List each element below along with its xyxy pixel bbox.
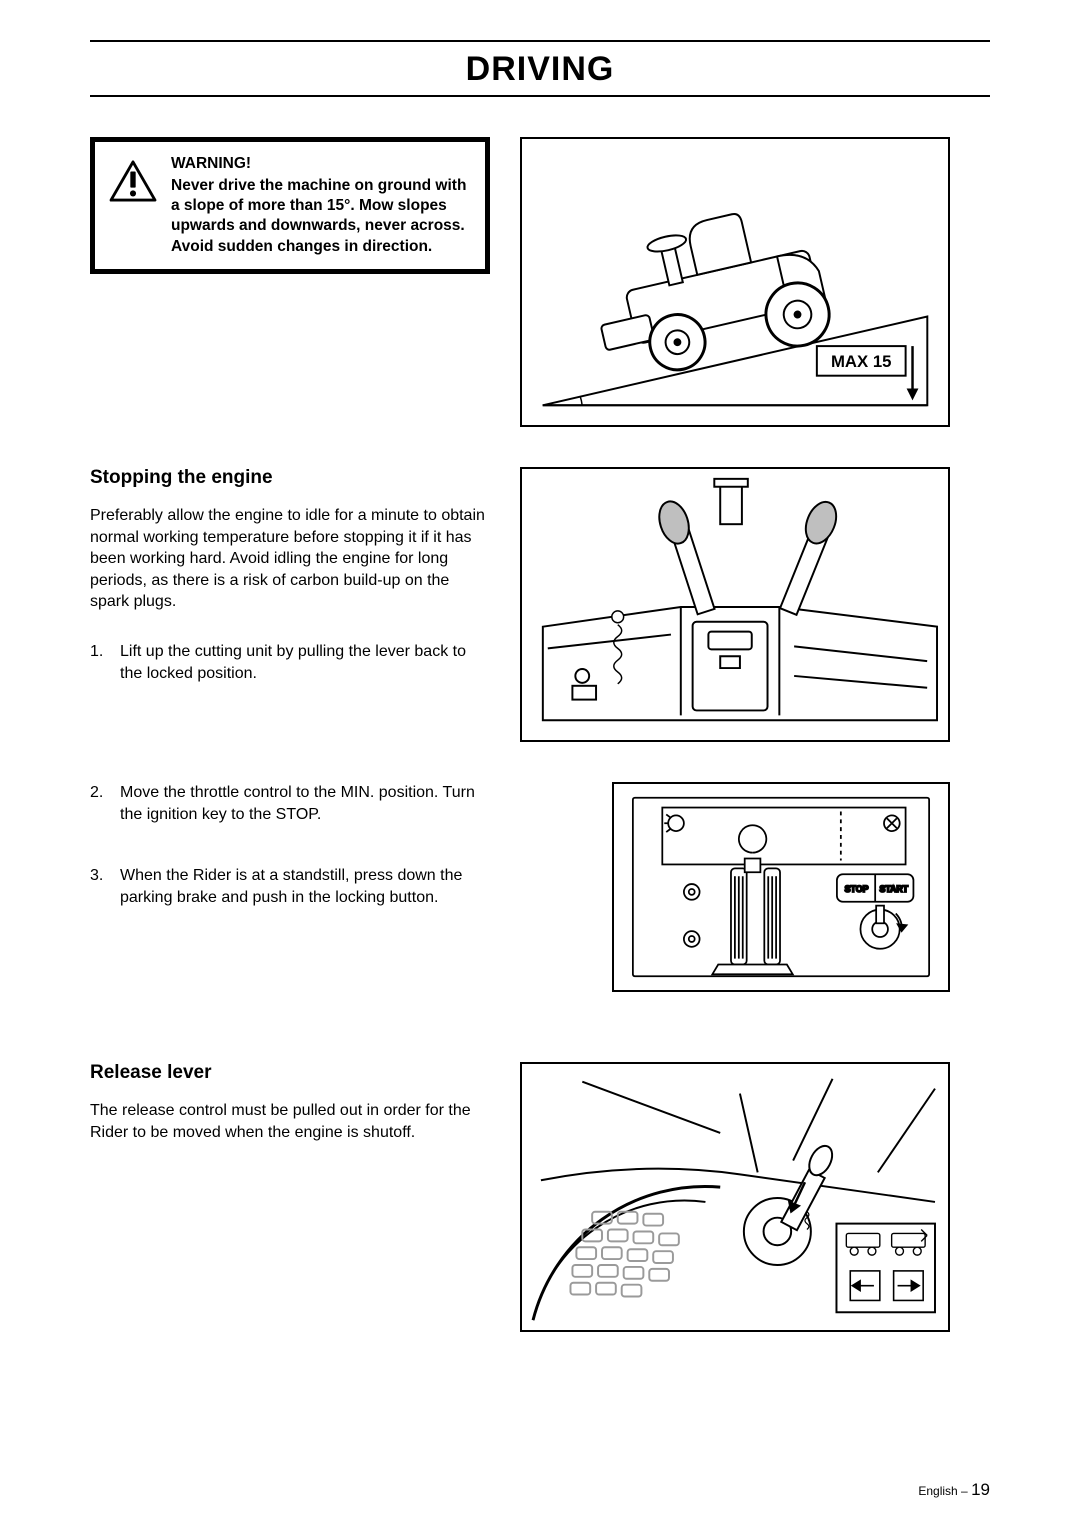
top-rule xyxy=(90,40,990,42)
list-number: 3. xyxy=(90,865,110,908)
figure-slope: MAX 15 xyxy=(520,137,950,427)
stopping-item-3: 3. When the Rider is at a standstill, pr… xyxy=(90,865,490,908)
list-text: When the Rider is at a standstill, press… xyxy=(120,865,490,908)
stopping-intro: Preferably allow the engine to idle for … xyxy=(90,505,490,613)
row-stopping: Stopping the engine Preferably allow the… xyxy=(90,467,990,742)
warning-body: Never drive the machine on ground with a… xyxy=(171,176,471,257)
warning-heading: WARNING! xyxy=(171,154,471,174)
stopping-item-2: 2. Move the throttle control to the MIN.… xyxy=(90,782,490,825)
list-number: 1. xyxy=(90,641,110,684)
release-illustration xyxy=(522,1064,948,1330)
figure-lever xyxy=(520,467,950,742)
row-panel: 2. Move the throttle control to the MIN.… xyxy=(90,782,990,992)
figure-release xyxy=(520,1062,950,1332)
warning-icon xyxy=(109,160,157,202)
row-warning: WARNING! Never drive the machine on grou… xyxy=(90,137,990,427)
content-area: WARNING! Never drive the machine on grou… xyxy=(90,137,990,1332)
stopping-item-1: 1. Lift up the cutting unit by pulling t… xyxy=(90,641,490,684)
svg-text:MAX 15: MAX 15 xyxy=(831,352,892,371)
list-number: 2. xyxy=(90,782,110,825)
lever-illustration xyxy=(522,469,948,740)
page-title: DRIVING xyxy=(90,50,990,89)
panel-illustration: STOP START xyxy=(614,784,948,990)
footer-label: English – xyxy=(918,1484,967,1498)
title-rule xyxy=(90,95,990,97)
figure-ignition-panel: STOP START xyxy=(612,782,950,992)
list-text: Lift up the cutting unit by pulling the … xyxy=(120,641,490,684)
slope-illustration: MAX 15 xyxy=(522,139,948,425)
release-intro: The release control must be pulled out i… xyxy=(90,1100,490,1143)
row-release: Release lever The release control must b… xyxy=(90,1062,990,1332)
page-number: 19 xyxy=(971,1480,990,1499)
svg-text:STOP: STOP xyxy=(845,884,869,894)
release-heading: Release lever xyxy=(90,1062,490,1084)
svg-text:START: START xyxy=(879,884,908,894)
warning-box: WARNING! Never drive the machine on grou… xyxy=(90,137,490,274)
list-text: Move the throttle control to the MIN. po… xyxy=(120,782,490,825)
stopping-heading: Stopping the engine xyxy=(90,467,490,489)
page-footer: English – 19 xyxy=(918,1480,990,1500)
